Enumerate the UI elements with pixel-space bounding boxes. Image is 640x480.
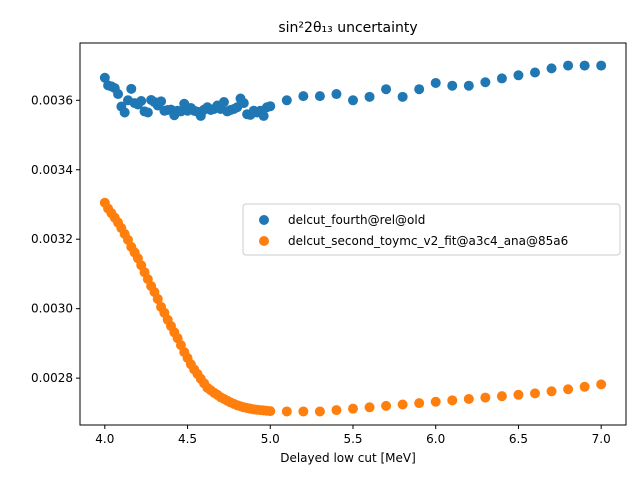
chart-title: sin²2θ₁₃ uncertainty [278,20,417,36]
y-tick-label: 0.0032 [31,232,73,246]
data-point-series-1 [596,60,607,71]
data-point-series-2 [480,392,491,403]
x-tick-label: 6.5 [509,432,528,446]
x-axis-label: Delayed low cut [MeV] [280,451,416,465]
legend: delcut_fourth@rel@old delcut_second_toym… [242,203,621,256]
data-point-series-2 [381,400,392,411]
data-point-series-2 [447,395,458,406]
data-point-series-2 [530,388,540,399]
data-point-series-1 [331,89,342,100]
data-point-series-2 [348,403,358,414]
data-point-series-2 [496,391,507,402]
data-point-series-2 [546,386,557,397]
x-tick-label: 7.0 [592,432,611,446]
data-point-series-1 [119,107,130,118]
data-point-series-2 [265,406,276,417]
data-point-series-2 [430,396,441,407]
data-point-series-2 [331,405,342,416]
y-tick-label: 0.0036 [31,93,73,107]
data-point-series-1 [265,101,276,112]
data-point-series-1 [348,95,358,106]
data-point-series-1 [381,84,392,95]
y-tick-label: 0.0028 [31,371,73,385]
legend-label-series-1: delcut_fourth@rel@old [288,213,425,227]
legend-label-series-2: delcut_second_toymc_v2_fit@a3c4_ana@85a6 [288,234,568,248]
y-tick-label: 0.0034 [31,163,73,177]
data-point-series-1 [579,60,590,71]
data-point-series-1 [447,80,458,91]
data-point-series-2 [579,381,590,392]
data-point-series-1 [258,110,269,121]
x-tick-label: 5.5 [343,432,362,446]
data-point-series-2 [281,406,292,417]
data-point-series-1 [563,60,574,71]
data-point-series-1 [99,72,110,83]
data-point-series-2 [596,379,607,390]
data-point-series-1 [314,91,325,102]
data-point-series-2 [563,384,574,395]
y-tick-label: 0.0030 [31,302,73,316]
data-point-series-1 [156,96,167,107]
data-point-series-2 [513,389,524,400]
data-point-series-1 [496,73,507,84]
data-point-series-1 [480,77,491,88]
legend-box [242,203,621,256]
data-point-series-2 [314,406,325,417]
legend-marker-series-1 [259,215,269,225]
data-point-series-1 [463,80,474,91]
data-point-series-1 [364,91,375,102]
y-axis-ticks: 0.0028 0.0030 0.0032 0.0034 0.0036 [31,93,80,385]
data-point-series-2 [463,393,474,404]
data-point-series-2 [364,402,375,413]
data-point-series-1 [430,77,441,88]
data-points [99,60,607,417]
data-point-series-1 [397,91,408,102]
data-point-series-1 [142,107,153,118]
plot-area: 4.0 4.5 5.0 5.5 6.0 6.5 7.0 0.0028 0.0030 0.0032… [31,42,627,446]
data-point-series-1 [113,89,124,100]
data-point-series-1 [218,97,229,108]
data-point-series-1 [546,63,557,74]
data-point-series-2 [414,398,425,409]
data-point-series-1 [136,95,147,106]
legend-marker-series-2 [259,236,269,246]
x-tick-label: 4.5 [178,432,197,446]
data-point-series-1 [126,83,137,94]
x-axis-ticks: 4.0 4.5 5.0 5.5 6.0 6.5 7.0 [95,425,611,446]
data-point-series-1 [238,98,249,109]
data-point-series-1 [298,91,309,102]
x-tick-label: 6.0 [426,432,445,446]
data-point-series-1 [530,67,540,78]
data-point-series-2 [298,406,309,417]
data-point-series-2 [152,293,163,304]
data-point-series-1 [414,84,425,95]
data-point-series-2 [397,399,408,410]
data-point-series-1 [513,70,524,81]
x-tick-label: 5.0 [261,432,280,446]
data-point-series-1 [281,95,292,106]
x-tick-label: 4.0 [95,432,114,446]
